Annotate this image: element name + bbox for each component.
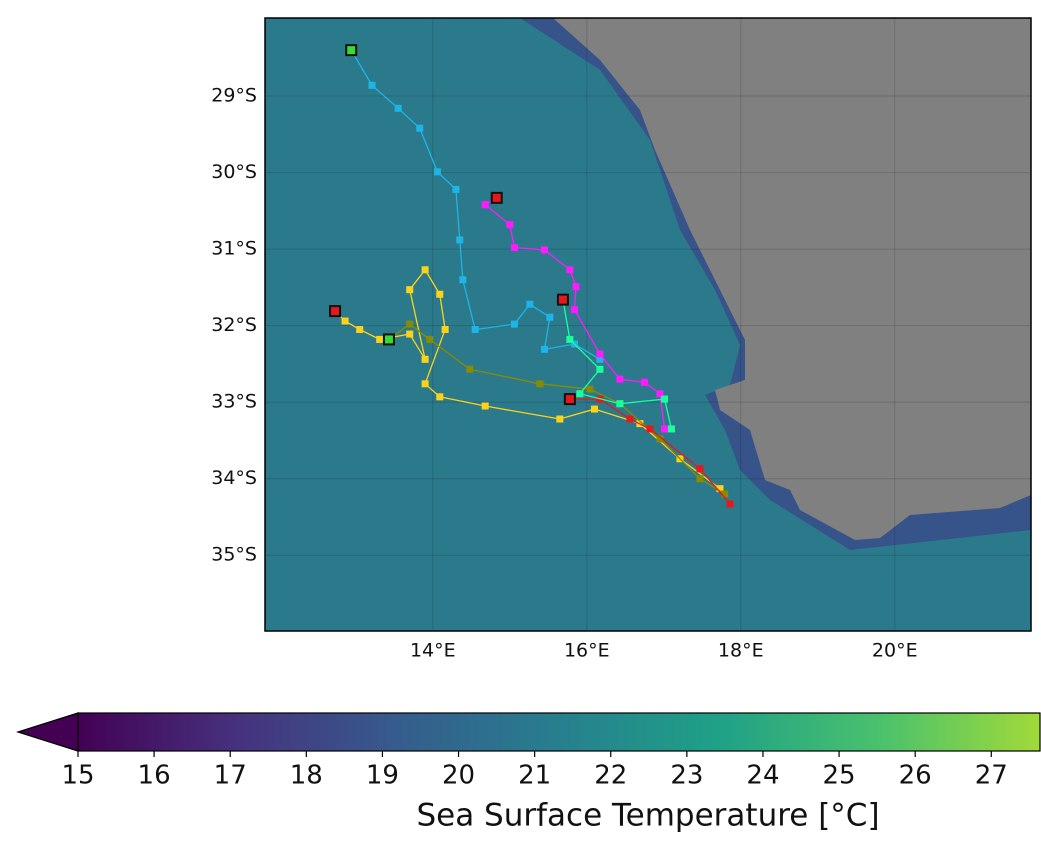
colorbar <box>77 712 1041 752</box>
track-fix <box>656 390 664 398</box>
colorbar-tick-label: 26 <box>899 761 932 791</box>
track-fix <box>421 380 429 388</box>
track-fix <box>696 465 704 473</box>
y-tick-label: 30°S <box>211 161 257 183</box>
track-fix <box>570 306 578 314</box>
track-fix <box>726 500 734 508</box>
track-fix <box>656 435 664 443</box>
track <box>388 323 725 495</box>
track-fix <box>471 325 479 333</box>
track-fix <box>661 425 669 433</box>
track-fix <box>641 378 649 386</box>
land <box>553 18 1031 540</box>
track-fix <box>572 283 580 291</box>
colorbar-tick-label: 17 <box>214 761 247 791</box>
track-fix <box>394 104 402 112</box>
track-fix <box>406 330 414 338</box>
track-fix <box>436 393 444 401</box>
y-tick-label: 31°S <box>211 238 257 260</box>
colorbar-tick-label: 21 <box>518 761 551 791</box>
track-fix <box>667 425 675 433</box>
track-fix <box>426 335 434 343</box>
colorbar-tick-label: 20 <box>442 761 475 791</box>
start-marker <box>382 333 395 346</box>
x-tick-label: 16°E <box>564 640 610 662</box>
track-fix <box>626 415 634 423</box>
x-tick-label: 14°E <box>410 640 456 662</box>
track-fix <box>456 236 464 244</box>
track-fix <box>616 375 624 383</box>
track-fix <box>721 490 729 498</box>
start-marker <box>345 44 358 57</box>
track-fix <box>566 266 574 274</box>
track <box>569 398 731 505</box>
y-tick-label: 32°S <box>211 314 257 336</box>
track-fix <box>596 355 604 363</box>
track-fix <box>566 335 574 343</box>
track-fix <box>341 317 349 325</box>
track-fix <box>441 325 449 333</box>
track-fix <box>661 395 669 403</box>
track-fix <box>368 81 376 89</box>
x-tick-label: 20°E <box>872 640 918 662</box>
track-fix <box>481 201 489 209</box>
colorbar-tick-label: 22 <box>594 761 627 791</box>
graticule <box>265 18 1031 631</box>
colorbar-tick-label: 18 <box>290 761 323 791</box>
track-fix <box>406 320 414 328</box>
track-fix <box>356 325 364 333</box>
track-fix <box>436 290 444 298</box>
start-marker <box>329 305 342 318</box>
colorbar-tick-label: 27 <box>975 761 1008 791</box>
track-fix <box>376 335 384 343</box>
track-fix <box>646 425 654 433</box>
start-marker <box>563 393 576 406</box>
track-fix <box>510 244 518 252</box>
colorbar-tick-label: 15 <box>61 761 94 791</box>
track-fix <box>586 385 594 393</box>
track-fix <box>590 405 598 413</box>
colorbar-tick-label: 23 <box>670 761 703 791</box>
track-fix <box>459 276 467 284</box>
track-fix <box>546 313 554 321</box>
colorbar-extension <box>16 712 79 752</box>
colorbar-label: Sea Surface Temperature [°C] <box>416 798 879 834</box>
track-fix <box>416 124 424 132</box>
map-area <box>265 18 1031 631</box>
track-fix <box>526 300 534 308</box>
track-fix <box>696 475 704 483</box>
y-tick-label: 29°S <box>211 85 257 107</box>
track-fix <box>540 246 548 254</box>
track-fix <box>421 266 429 274</box>
x-tick-label: 18°E <box>718 640 764 662</box>
track-fix <box>406 286 414 294</box>
track-fix <box>576 390 584 398</box>
y-tick-label: 35°S <box>211 544 257 566</box>
track-fix <box>556 415 564 423</box>
tracks <box>329 44 734 508</box>
track-fix <box>466 365 474 373</box>
track-fix <box>506 221 514 229</box>
track-fix <box>510 320 518 328</box>
track-fix <box>433 168 441 176</box>
track-fix <box>596 350 604 358</box>
map-frame <box>264 17 1032 632</box>
track-fix <box>536 380 544 388</box>
track-fix <box>716 485 724 493</box>
y-tick-label: 33°S <box>211 391 257 413</box>
start-marker <box>490 191 503 204</box>
colorbar-tick-label: 16 <box>138 761 171 791</box>
track-fix <box>616 400 624 408</box>
track-fix <box>540 345 548 353</box>
track-fix <box>596 365 604 373</box>
track-fix <box>481 402 489 410</box>
colorbar-tick-label: 25 <box>823 761 856 791</box>
track-fix <box>452 185 460 193</box>
y-tick-label: 34°S <box>211 467 257 489</box>
colorbar-tick-label: 19 <box>366 761 399 791</box>
start-marker <box>556 293 569 306</box>
track-fix <box>421 355 429 363</box>
colorbar-tick-label: 24 <box>746 761 779 791</box>
